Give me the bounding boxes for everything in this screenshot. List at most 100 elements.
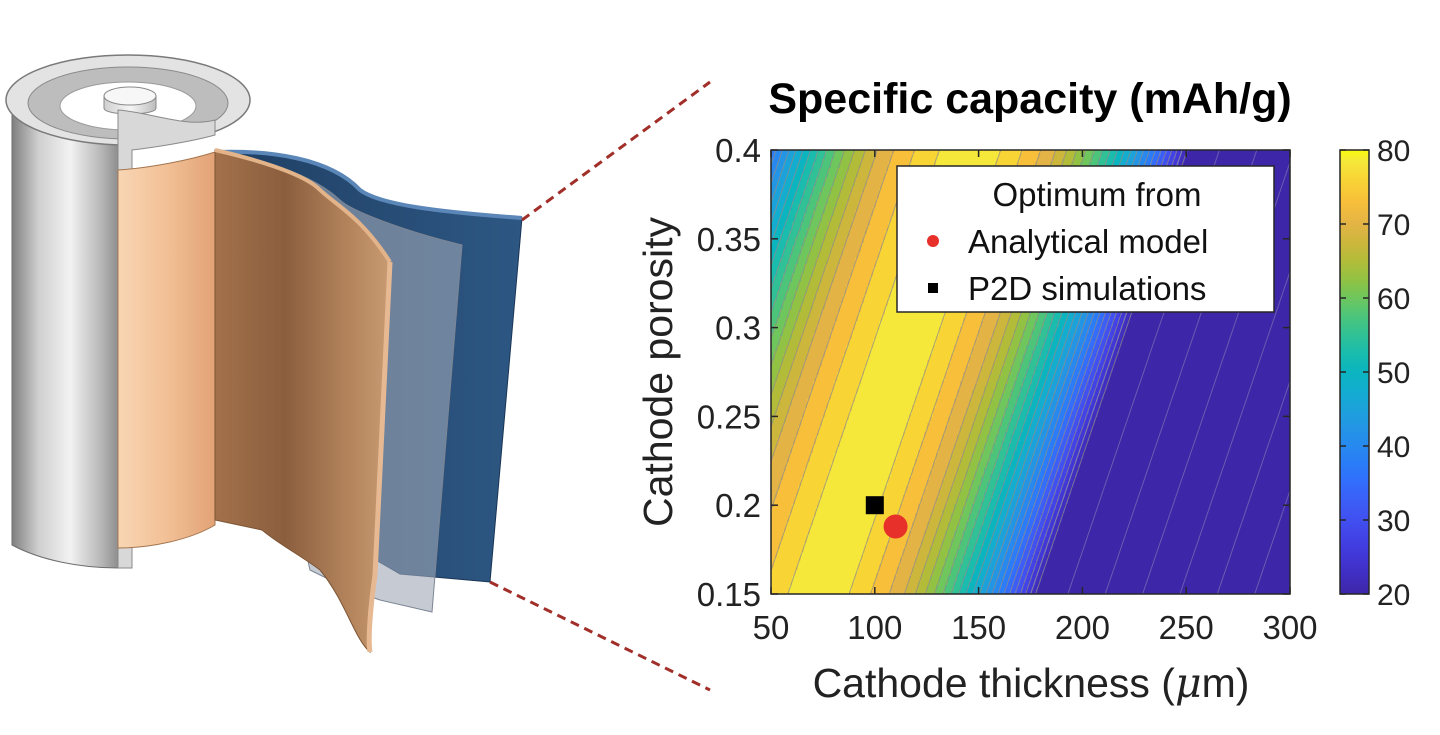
contour-cell — [831, 393, 856, 397]
contour-cell — [1044, 474, 1051, 478]
contour-cell — [774, 330, 784, 334]
contour-cell — [1047, 378, 1054, 382]
contour-cell — [1038, 552, 1045, 556]
contour-cell — [855, 213, 874, 217]
contour-cell — [849, 195, 862, 199]
contour-cell — [801, 177, 811, 181]
contour-cell — [1020, 579, 1027, 583]
contour-cell — [1107, 354, 1114, 358]
contour-cell — [957, 573, 967, 577]
contour-cell — [1107, 156, 1117, 160]
contour-cell — [849, 411, 913, 415]
contour-cell — [1041, 330, 1048, 334]
contour-cell — [921, 540, 934, 544]
contour-cell — [927, 561, 937, 565]
contour-cell — [1065, 357, 1072, 361]
contour-cell — [876, 513, 898, 517]
contour-cell — [1089, 390, 1096, 394]
contour-cell — [915, 150, 940, 154]
contour-cell — [1008, 510, 1015, 514]
contour-cell — [972, 552, 982, 556]
contour-cell — [783, 165, 790, 169]
contour-cell — [1017, 504, 1024, 508]
contour-cell — [810, 249, 820, 253]
contour-cell — [1098, 414, 1290, 418]
contour-cell — [1008, 471, 1015, 475]
contour-cell — [831, 288, 847, 292]
contour-cell — [777, 405, 790, 409]
contour-cell — [813, 189, 823, 193]
contour-cell — [867, 537, 892, 541]
contour-cell — [1038, 507, 1045, 511]
contour-cell — [834, 384, 859, 388]
contour-cell — [924, 435, 943, 439]
contour-cell — [780, 153, 790, 157]
contour-cell — [1056, 531, 1290, 535]
contour-cell — [885, 312, 946, 316]
contour-cell — [999, 513, 1009, 517]
contour-cell — [825, 486, 886, 490]
contour-cell — [774, 231, 784, 235]
contour-cell — [1059, 342, 1066, 346]
contour-cell — [1011, 519, 1018, 523]
contour-cell — [1053, 468, 1060, 472]
contour-cell — [1038, 378, 1048, 382]
contour-cell — [771, 267, 778, 271]
contour-cell — [987, 438, 997, 442]
contour-cell — [1053, 357, 1060, 361]
contour-cell — [786, 201, 793, 205]
contour-cell — [1038, 585, 1290, 589]
contour-cell — [924, 432, 946, 436]
contour-cell — [918, 507, 934, 511]
contour-cell — [993, 447, 1003, 451]
contour-cell — [1080, 321, 1087, 325]
contour-cell — [1014, 513, 1021, 517]
contour-cell — [843, 246, 862, 250]
contour-cell — [927, 591, 937, 594]
contour-cell — [1002, 342, 1012, 346]
contour-cell — [1077, 414, 1081, 418]
contour-cell — [1068, 483, 1075, 487]
contour-cell — [1029, 408, 1036, 412]
contour-cell — [876, 576, 895, 580]
contour-cell — [1011, 540, 1018, 544]
contour-cell — [1077, 474, 1290, 478]
contour-cell — [1038, 360, 1045, 364]
contour-cell — [1020, 393, 1027, 397]
contour-cell — [1041, 471, 1045, 475]
contour-cell — [1122, 153, 1132, 157]
contour-cell — [777, 243, 787, 247]
contour-cell — [909, 531, 925, 535]
contour-cell — [1023, 378, 1033, 382]
contour-cell — [1032, 456, 1039, 460]
contour-cell — [771, 567, 799, 571]
contour-cell — [906, 486, 928, 490]
contour-cell — [1002, 504, 1012, 508]
contour-cell — [771, 228, 778, 232]
contour-cell — [1026, 546, 1033, 550]
contour-cell — [960, 495, 970, 499]
contour-cell — [1017, 483, 1024, 487]
contour-cell — [1080, 339, 1087, 343]
contour-cell — [1008, 399, 1018, 403]
contour-cell — [912, 411, 934, 415]
contour-cell — [1074, 405, 1081, 409]
contour-cell — [801, 423, 823, 427]
contour-cell — [780, 159, 787, 163]
contour-cell — [1047, 546, 1054, 550]
contour-cell — [816, 234, 826, 238]
contour-cell — [1101, 324, 1108, 328]
contour-cell — [1110, 378, 1290, 382]
contour-cell — [1083, 405, 1090, 409]
contour-cell — [999, 576, 1006, 580]
contour-cell — [972, 528, 982, 532]
contour-cell — [1062, 483, 1069, 487]
contour-cell — [1041, 375, 1048, 379]
contour-cell — [990, 426, 1000, 430]
contour-cell — [810, 396, 832, 400]
contour-cell — [1059, 375, 1066, 379]
contour-cell — [840, 192, 850, 196]
contour-cell — [1116, 150, 1126, 154]
contour-cell — [978, 333, 994, 337]
